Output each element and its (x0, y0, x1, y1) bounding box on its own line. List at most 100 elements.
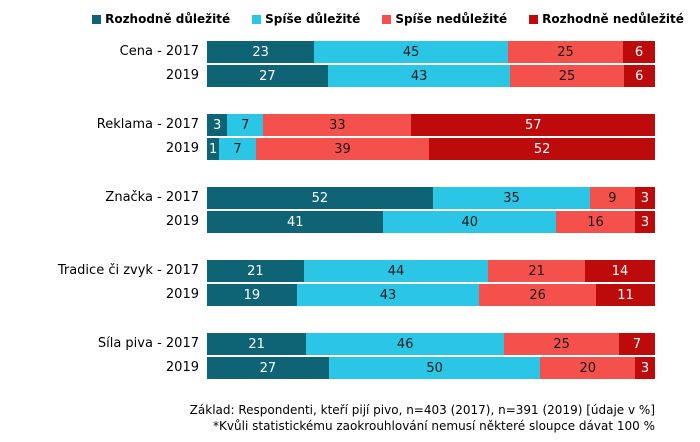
bar-row: Značka - 2017 52 35 9 3 (0, 187, 700, 209)
bar-segment: 50 (328, 357, 541, 379)
segment-value: 25 (557, 44, 574, 60)
chart-legend: Rozhodně důležité Spíše důležité Spíše n… (0, 0, 700, 26)
segment-value: 33 (329, 117, 346, 133)
bar-segment: 40 (383, 211, 557, 233)
bar-segment: 14 (585, 260, 656, 282)
segment-value: 6 (634, 44, 644, 60)
segment-value: 6 (635, 68, 644, 84)
bar-segment: 52 (429, 138, 656, 160)
row-label: 2019 (165, 214, 199, 229)
segment-value: 46 (396, 336, 414, 352)
segment-value: 21 (528, 263, 545, 279)
row-label: Značka - 2017 (105, 190, 199, 205)
legend-item-label: Rozhodně nedůležité (542, 12, 684, 26)
row-label: Reklama - 2017 (96, 117, 199, 132)
bar-segment: 25 (508, 41, 624, 63)
bar-row: 2019 41 40 16 3 (0, 211, 700, 233)
bar-row: Reklama - 2017 3 7 33 57 (0, 114, 700, 136)
bar-track: 1 7 39 52 (207, 138, 656, 160)
segment-value: 52 (533, 141, 551, 157)
bar-row: 2019 1 7 39 52 (0, 138, 700, 160)
segment-value: 50 (426, 360, 443, 376)
bar-track: 21 46 25 7 (207, 333, 655, 355)
legend-color-swatch (382, 14, 392, 24)
bar-segment: 45 (314, 41, 509, 63)
chart-footnote: Základ: Respondenti, kteří pijí pivo, n=… (0, 402, 700, 434)
row-label: 2019 (165, 360, 199, 375)
bar-segment: 43 (327, 65, 511, 87)
segment-value: 43 (410, 68, 428, 84)
bar-segment: 3 (207, 114, 228, 136)
bar-segment: 3 (635, 357, 656, 379)
bar-group: Cena - 2017 23 45 25 6 2019 27 43 25 6 (0, 41, 700, 87)
legend-item-spise-nedulezite: Spíše nedůležité (382, 12, 507, 26)
segment-value: 3 (212, 117, 222, 133)
bar-segment: 7 (219, 138, 256, 160)
legend-color-swatch (252, 14, 262, 24)
legend-color-swatch (529, 14, 539, 24)
segment-value: 9 (608, 190, 617, 206)
bar-segment: 7 (227, 114, 264, 136)
bar-segment: 46 (306, 333, 505, 355)
segment-value: 21 (248, 336, 265, 352)
footnote-line-2: *Kvůli statistickému zaokrouhlování nemu… (213, 419, 655, 433)
bar-segment: 43 (296, 284, 480, 306)
bar-group: Značka - 2017 52 35 9 3 2019 41 40 16 3 (0, 187, 700, 233)
segment-value: 16 (587, 214, 604, 230)
bar-segment: 57 (411, 114, 656, 136)
bar-segment: 7 (619, 333, 655, 355)
bar-segment: 39 (255, 138, 430, 160)
segment-value: 25 (553, 336, 570, 352)
segment-value: 3 (640, 360, 650, 376)
bar-row: 2019 27 43 25 6 (0, 65, 700, 87)
bar-segment: 27 (207, 65, 328, 87)
row-label: 2019 (165, 68, 199, 83)
bar-segment: 44 (303, 260, 489, 282)
row-label: Cena - 2017 (119, 44, 199, 59)
bar-segment: 6 (623, 41, 655, 63)
segment-value: 35 (503, 190, 520, 206)
legend-item-spise-dulezite: Spíše důležité (252, 12, 360, 26)
legend-color-swatch (92, 14, 102, 24)
segment-value: 25 (558, 68, 576, 84)
legend-item-label: Spíše důležité (265, 12, 361, 26)
segment-value: 7 (241, 117, 250, 133)
bar-segment: 35 (432, 187, 591, 209)
bar-segment: 9 (590, 187, 635, 209)
bar-row: 2019 19 43 26 11 (0, 284, 700, 306)
segment-value: 41 (286, 214, 304, 230)
bar-track: 19 43 26 11 (207, 284, 656, 306)
segment-value: 44 (387, 263, 405, 279)
bar-segment: 25 (510, 65, 624, 87)
row-label: 2019 (165, 287, 199, 302)
bar-track: 3 7 33 57 (207, 114, 656, 136)
bar-segment: 25 (504, 333, 620, 355)
segment-value: 27 (259, 68, 276, 84)
legend-item-rozhodne-dulezite: Rozhodně důležité (92, 12, 230, 26)
segment-value: 39 (334, 141, 351, 157)
bar-segment: 3 (635, 211, 655, 233)
segment-value: 23 (252, 44, 269, 60)
row-label: Síla piva - 2017 (97, 336, 199, 351)
segment-value: 1 (209, 141, 218, 157)
segment-value: 19 (243, 287, 261, 303)
footnote-line-1: Základ: Respondenti, kteří pijí pivo, n=… (189, 403, 655, 417)
bar-row: Cena - 2017 23 45 25 6 (0, 41, 700, 63)
bar-segment: 33 (263, 114, 412, 136)
bar-track: 27 43 25 6 (207, 65, 655, 87)
bar-track: 23 45 25 6 (207, 41, 655, 63)
bar-segment: 11 (596, 284, 656, 306)
bar-row: Síla piva - 2017 21 46 25 7 (0, 333, 700, 355)
segment-value: 45 (402, 44, 420, 60)
bar-group: Reklama - 2017 3 7 33 57 2019 1 7 39 52 (0, 114, 700, 160)
legend-item-label: Spíše nedůležité (395, 12, 508, 26)
bar-segment: 3 (634, 187, 656, 209)
segment-value: 3 (640, 190, 649, 206)
segment-value: 27 (259, 360, 277, 376)
bar-segment: 52 (207, 187, 433, 209)
bar-segment: 27 (207, 357, 329, 379)
segment-value: 40 (461, 214, 479, 230)
bar-segment: 21 (207, 333, 307, 355)
bar-segment: 20 (540, 357, 636, 379)
bar-segment: 1 (207, 138, 220, 160)
